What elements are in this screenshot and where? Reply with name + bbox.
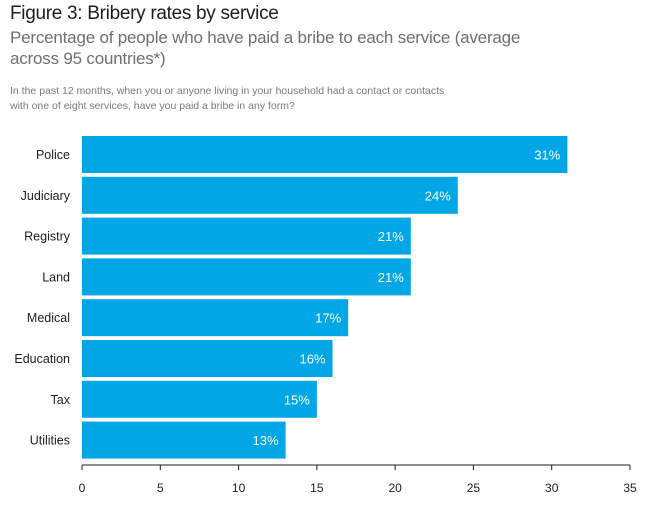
bar bbox=[82, 380, 317, 418]
x-tick-label: 35 bbox=[623, 481, 637, 495]
x-tick-label: 0 bbox=[79, 481, 86, 495]
data-label: 17% bbox=[315, 311, 341, 326]
bar bbox=[82, 299, 349, 337]
x-tick-label: 30 bbox=[545, 481, 559, 495]
x-tick-label: 15 bbox=[310, 481, 324, 495]
category-label: Judiciary bbox=[21, 189, 71, 203]
x-tick-label: 5 bbox=[157, 481, 164, 495]
data-label: 21% bbox=[378, 229, 404, 244]
category-label: Utilities bbox=[30, 434, 70, 448]
data-label: 24% bbox=[425, 188, 451, 203]
chart-title: Figure 3: Bribery rates by service bbox=[10, 3, 279, 24]
bar bbox=[82, 176, 458, 214]
data-label: 21% bbox=[378, 270, 404, 285]
chart-subtitle: Percentage of people who have paid a bri… bbox=[10, 28, 521, 68]
category-label: Registry bbox=[24, 230, 71, 244]
category-label: Police bbox=[36, 148, 70, 162]
x-tick-label: 25 bbox=[467, 481, 481, 495]
data-label: 31% bbox=[534, 148, 560, 163]
category-label: Land bbox=[42, 270, 70, 284]
bar bbox=[82, 258, 411, 296]
category-label: Tax bbox=[51, 393, 71, 407]
bar bbox=[82, 421, 286, 459]
bar bbox=[82, 136, 568, 173]
x-tick-label: 20 bbox=[388, 481, 402, 495]
bar bbox=[82, 340, 333, 377]
data-label: 15% bbox=[284, 392, 310, 407]
survey-question: In the past 12 months, when you or anyon… bbox=[10, 85, 445, 112]
data-label: 16% bbox=[299, 352, 325, 367]
category-label: Education bbox=[14, 352, 70, 366]
bar bbox=[82, 217, 411, 255]
x-tick-label: 10 bbox=[232, 481, 246, 495]
data-label: 13% bbox=[253, 433, 279, 448]
category-label: Medical bbox=[27, 311, 70, 325]
